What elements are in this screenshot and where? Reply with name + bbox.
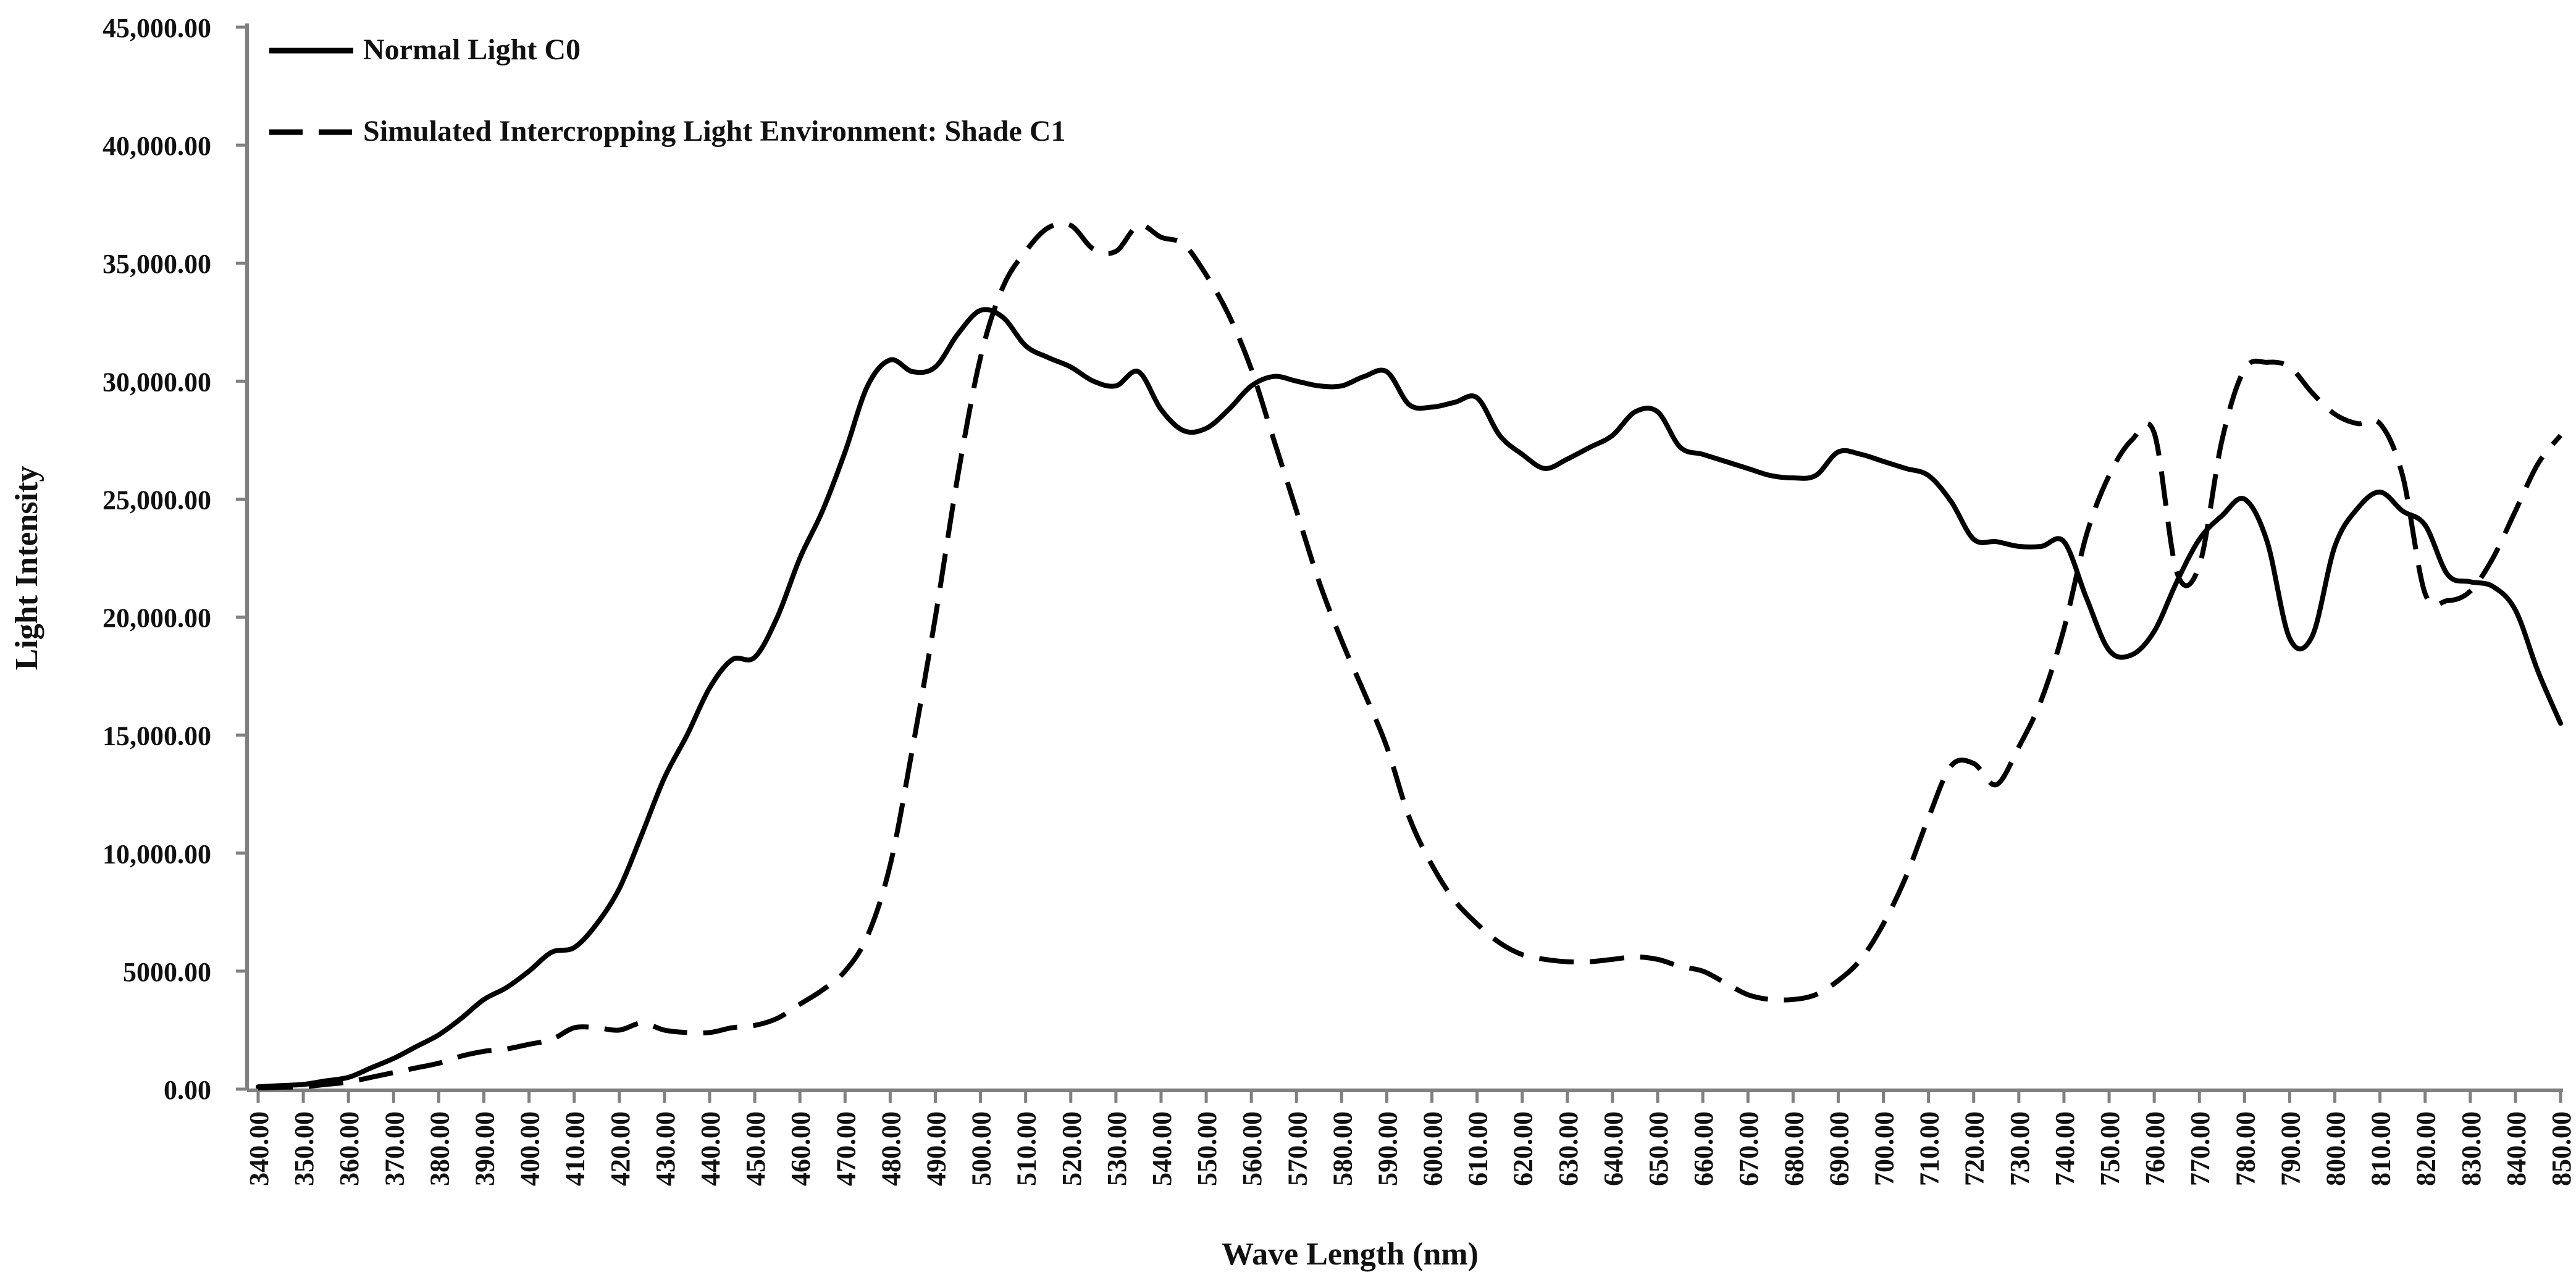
x-tick-label: 380.00 — [424, 1111, 455, 1186]
x-tick-label: 370.00 — [379, 1111, 409, 1186]
x-tick-label: 470.00 — [831, 1111, 861, 1186]
x-tick-label: 840.00 — [2501, 1111, 2532, 1186]
x-tick-label: 610.00 — [1463, 1111, 1493, 1186]
x-axis-ticks: 340.00 350.00 360.00 370.00 380.00 390.00 400.… — [244, 1090, 2576, 1186]
y-tick-label: 45,000.00 — [103, 13, 211, 43]
x-tick-label: 430.00 — [650, 1111, 681, 1186]
x-tick-label: 790.00 — [2275, 1111, 2305, 1186]
x-tick-label: 650.00 — [1643, 1111, 1674, 1186]
x-tick-label: 750.00 — [2095, 1111, 2125, 1186]
x-axis-title: Wave Length (nm) — [1222, 1237, 1479, 1272]
y-tick-label: 30,000.00 — [103, 367, 211, 397]
x-tick-label: 670.00 — [1734, 1111, 1764, 1186]
series-normal-light-c0 — [256, 307, 2563, 1090]
y-axis-title: Light Intensity — [9, 466, 44, 671]
x-tick-label: 510.00 — [1012, 1111, 1042, 1186]
legend-label-shade: Simulated Intercropping Light Environmen… — [363, 115, 1066, 148]
x-tick-label: 540.00 — [1147, 1111, 1177, 1186]
legend-label-normal-light: Normal Light C0 — [363, 33, 581, 66]
x-tick-label: 560.00 — [1237, 1111, 1267, 1186]
x-tick-label: 640.00 — [1598, 1111, 1629, 1186]
x-tick-label: 550.00 — [1192, 1111, 1222, 1186]
y-tick-label: 0.00 — [164, 1075, 211, 1105]
x-tick-label: 600.00 — [1418, 1111, 1448, 1186]
x-tick-label: 850.00 — [2546, 1111, 2576, 1186]
x-tick-label: 360.00 — [334, 1111, 364, 1186]
x-tick-label: 390.00 — [469, 1111, 500, 1186]
x-tick-label: 450.00 — [740, 1111, 771, 1186]
y-tick-label: 35,000.00 — [103, 249, 211, 279]
y-tick-label: 20,000.00 — [103, 603, 211, 633]
x-tick-label: 590.00 — [1372, 1111, 1403, 1186]
y-tick-label: 40,000.00 — [103, 131, 211, 161]
x-tick-label: 710.00 — [1915, 1111, 1945, 1186]
axes — [245, 23, 2563, 1092]
x-tick-label: 700.00 — [1869, 1111, 1900, 1186]
x-tick-label: 520.00 — [1057, 1111, 1087, 1186]
x-tick-label: 730.00 — [2005, 1111, 2035, 1186]
y-axis-ticks: 0.00 5000.00 10,000.00 15,000.00 20,000.00 25… — [103, 13, 247, 1105]
x-tick-label: 570.00 — [1282, 1111, 1312, 1186]
x-tick-label: 620.00 — [1508, 1111, 1538, 1186]
x-tick-label: 580.00 — [1327, 1111, 1357, 1186]
x-tick-label: 820.00 — [2411, 1111, 2441, 1186]
x-tick-label: 490.00 — [921, 1111, 951, 1186]
x-tick-label: 660.00 — [1689, 1111, 1719, 1186]
legend: Normal Light C0 Simulated Intercropping … — [269, 33, 1066, 148]
x-tick-label: 740.00 — [2050, 1111, 2080, 1186]
x-tick-label: 400.00 — [515, 1111, 545, 1186]
x-tick-label: 720.00 — [1960, 1111, 1990, 1186]
x-tick-label: 770.00 — [2185, 1111, 2215, 1186]
x-tick-label: 460.00 — [786, 1111, 816, 1186]
x-tick-label: 480.00 — [876, 1111, 906, 1186]
x-tick-label: 530.00 — [1102, 1111, 1132, 1186]
x-tick-label: 350.00 — [289, 1111, 319, 1186]
x-tick-label: 340.00 — [244, 1111, 274, 1186]
x-tick-label: 800.00 — [2321, 1111, 2351, 1186]
x-tick-label: 500.00 — [967, 1111, 997, 1186]
x-tick-label: 410.00 — [560, 1111, 590, 1186]
x-tick-label: 680.00 — [1779, 1111, 1809, 1186]
y-tick-label: 15,000.00 — [103, 721, 211, 751]
y-tick-label: 10,000.00 — [103, 839, 211, 869]
x-tick-label: 630.00 — [1553, 1111, 1584, 1186]
series-lines — [256, 220, 2563, 1091]
x-tick-label: 830.00 — [2456, 1111, 2486, 1186]
x-tick-label: 760.00 — [2140, 1111, 2170, 1186]
x-tick-label: 810.00 — [2366, 1111, 2396, 1186]
series-shade-c1 — [258, 220, 2563, 1091]
x-tick-label: 690.00 — [1824, 1111, 1854, 1186]
x-tick-label: 420.00 — [605, 1111, 636, 1186]
x-tick-label: 780.00 — [2230, 1111, 2260, 1186]
y-tick-label: 5000.00 — [123, 957, 211, 987]
y-tick-label: 25,000.00 — [103, 485, 211, 515]
x-tick-label: 440.00 — [695, 1111, 726, 1186]
